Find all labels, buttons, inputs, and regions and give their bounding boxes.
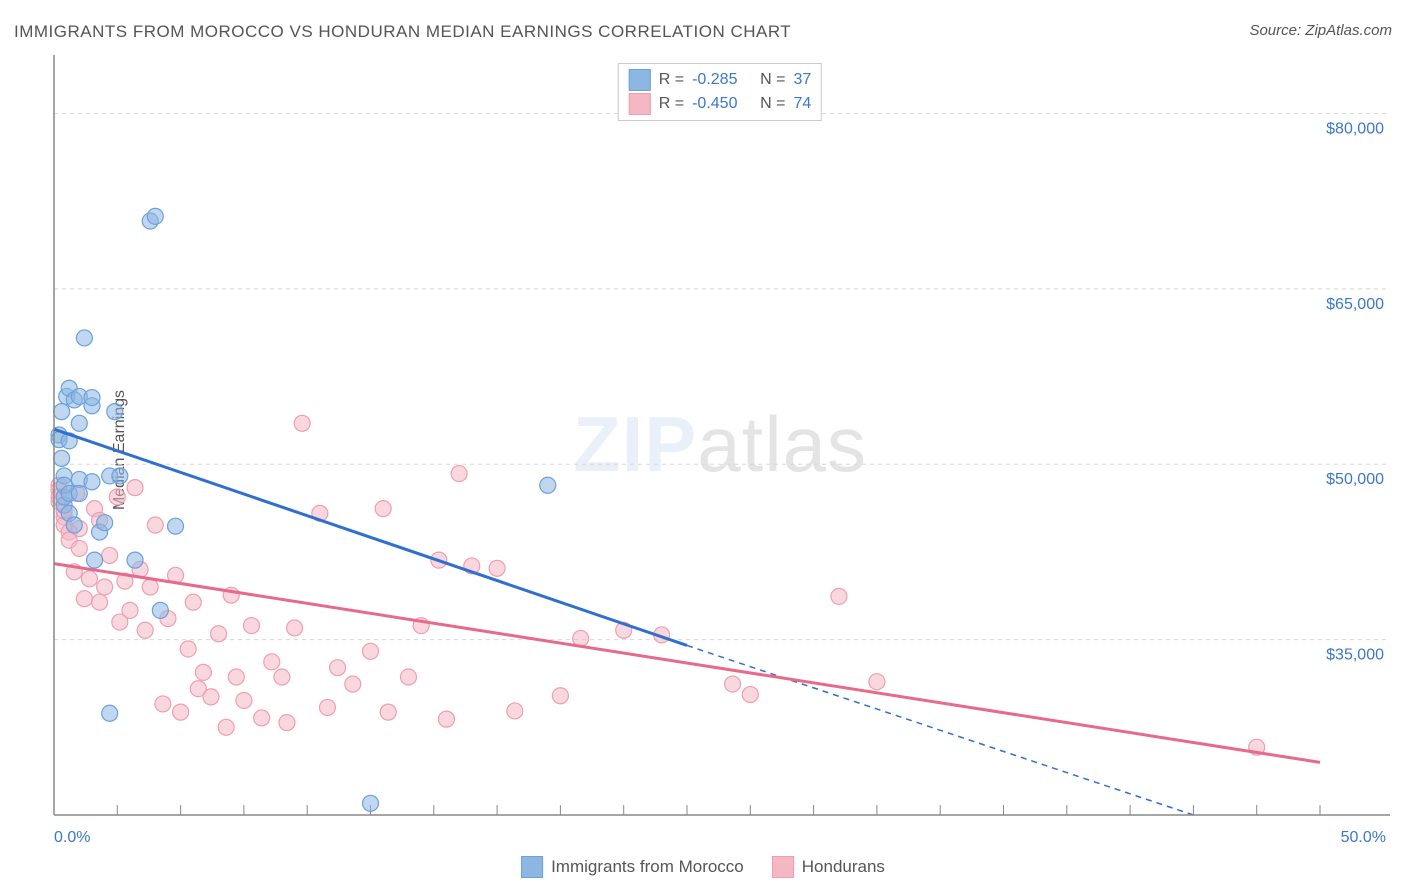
swatch-morocco bbox=[629, 69, 651, 91]
svg-text:$50,000: $50,000 bbox=[1326, 471, 1384, 488]
r-value-morocco: -0.285 bbox=[692, 68, 752, 92]
legend-bottom: Immigrants from Morocco Hondurans bbox=[521, 856, 885, 878]
n-label: N = bbox=[760, 92, 785, 116]
x-axis-max-label: 50.0% bbox=[1341, 829, 1386, 847]
source-label: Source: ZipAtlas.com bbox=[1249, 22, 1392, 39]
r-value-hondurans: -0.450 bbox=[692, 92, 752, 116]
scatter-chart: $35,000 $50,000 $65,000 $80,000 bbox=[50, 55, 1390, 845]
n-value-hondurans: 74 bbox=[793, 92, 811, 116]
legend-label-morocco: Immigrants from Morocco bbox=[551, 857, 744, 877]
legend-row-morocco: R = -0.285 N = 37 bbox=[629, 68, 811, 92]
svg-text:$65,000: $65,000 bbox=[1326, 296, 1384, 313]
swatch-morocco-icon bbox=[521, 856, 543, 878]
svg-text:$35,000: $35,000 bbox=[1326, 647, 1384, 664]
x-axis-min-label: 0.0% bbox=[54, 829, 90, 847]
legend-row-hondurans: R = -0.450 N = 74 bbox=[629, 92, 811, 116]
r-label: R = bbox=[659, 68, 684, 92]
chart-title: IMMIGRANTS FROM MOROCCO VS HONDURAN MEDI… bbox=[14, 22, 791, 42]
svg-text:$80,000: $80,000 bbox=[1326, 120, 1384, 137]
r-label: R = bbox=[659, 92, 684, 116]
legend-label-hondurans: Hondurans bbox=[802, 857, 885, 877]
chart-plot-area: Median Earnings ZIPatlas $35,000$50,000$… bbox=[50, 55, 1390, 845]
n-label: N = bbox=[760, 68, 785, 92]
legend-correlation-box: R = -0.285 N = 37 R = -0.450 N = 74 bbox=[618, 63, 822, 121]
legend-item-hondurans: Hondurans bbox=[772, 856, 885, 878]
swatch-hondurans-icon bbox=[772, 856, 794, 878]
n-value-morocco: 37 bbox=[793, 68, 811, 92]
legend-item-morocco: Immigrants from Morocco bbox=[521, 856, 744, 878]
swatch-hondurans bbox=[629, 93, 651, 115]
